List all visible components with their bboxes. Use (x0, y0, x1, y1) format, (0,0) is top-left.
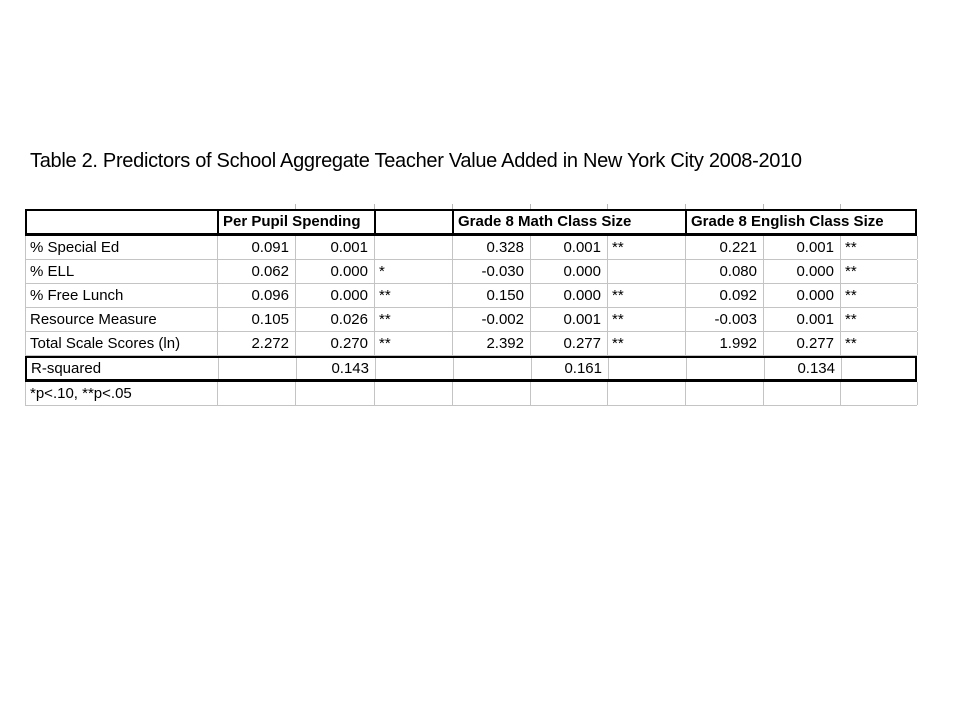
coef-cell: 2.392 (453, 332, 531, 355)
sig-cell: ** (608, 308, 686, 331)
coef-cell: 2.272 (218, 332, 296, 355)
footnote-row: *p<.10, **p<.05 (25, 382, 918, 406)
coef-cell: 0.096 (218, 284, 296, 307)
se-cell: 0.000 (296, 260, 375, 283)
se-cell: 0.001 (531, 308, 608, 331)
header-empty-cell (376, 211, 454, 233)
empty-cell (218, 382, 296, 405)
header-per-pupil-spending: Per Pupil Spending (219, 211, 376, 233)
footnote-text: *p<.10, **p<.05 (26, 382, 218, 405)
coef-cell: -0.002 (453, 308, 531, 331)
coef-cell: 1.992 (686, 332, 764, 355)
se-cell: 0.000 (531, 284, 608, 307)
coef-cell: 0.221 (686, 236, 764, 259)
coef-cell: 0.062 (218, 260, 296, 283)
se-cell: 0.026 (296, 308, 375, 331)
se-cell: 0.001 (531, 236, 608, 259)
empty-cell (375, 382, 453, 405)
sig-cell: ** (375, 284, 453, 307)
se-cell: 0.001 (764, 236, 841, 259)
coef-cell: 0.080 (686, 260, 764, 283)
gridline-stub (763, 204, 764, 209)
table-row: % Special Ed 0.091 0.001 0.328 0.001 ** … (25, 236, 918, 260)
table-row: % ELL 0.062 0.000 * -0.030 0.000 0.080 0… (25, 260, 918, 284)
sig-cell: ** (375, 308, 453, 331)
se-cell: 0.001 (764, 308, 841, 331)
coef-cell: 0.150 (453, 284, 531, 307)
r-squared-english: 0.134 (765, 358, 842, 379)
gridline-stub (295, 204, 296, 209)
gridline-stub (840, 204, 841, 209)
gridline-stub (530, 204, 531, 209)
sig-cell: ** (608, 284, 686, 307)
sig-cell (375, 236, 453, 259)
se-cell: 0.277 (531, 332, 608, 355)
table-row: % Free Lunch 0.096 0.000 ** 0.150 0.000 … (25, 284, 918, 308)
sig-cell: ** (841, 284, 918, 307)
row-label: R-squared (27, 358, 219, 379)
r-squared-math: 0.161 (532, 358, 609, 379)
coef-cell: -0.030 (453, 260, 531, 283)
table-title: Table 2. Predictors of School Aggregate … (30, 150, 802, 172)
empty-cell (764, 382, 841, 405)
empty-cell (842, 358, 919, 379)
coef-cell: 0.105 (218, 308, 296, 331)
coef-cell: 0.328 (453, 236, 531, 259)
row-label: % Special Ed (26, 236, 218, 259)
empty-cell (608, 382, 686, 405)
sig-cell: ** (841, 308, 918, 331)
empty-cell (531, 382, 608, 405)
empty-cell (687, 358, 765, 379)
gridline-stub (685, 204, 686, 209)
se-cell: 0.000 (296, 284, 375, 307)
header-grade8-math-class-size: Grade 8 Math Class Size (454, 211, 687, 233)
coef-cell: 0.091 (218, 236, 296, 259)
row-label: Resource Measure (26, 308, 218, 331)
coef-cell: 0.092 (686, 284, 764, 307)
header-grade8-english-class-size: Grade 8 English Class Size (691, 213, 884, 230)
se-cell: 0.000 (764, 284, 841, 307)
empty-cell (686, 382, 764, 405)
sig-cell: ** (841, 236, 918, 259)
sig-cell: * (375, 260, 453, 283)
sig-cell: ** (841, 332, 918, 355)
empty-cell (841, 382, 918, 405)
regression-table: Per Pupil Spending Grade 8 Math Class Si… (25, 204, 918, 406)
empty-cell (454, 358, 532, 379)
sig-cell: ** (608, 332, 686, 355)
se-cell: 0.000 (531, 260, 608, 283)
r-squared-per-pupil: 0.143 (297, 358, 376, 379)
se-cell: 0.270 (296, 332, 375, 355)
empty-cell (296, 382, 375, 405)
table-row: Resource Measure 0.105 0.026 ** -0.002 0… (25, 308, 918, 332)
empty-cell (609, 358, 687, 379)
header-row-label-cell (27, 211, 219, 233)
empty-cell (219, 358, 297, 379)
sig-cell: ** (841, 260, 918, 283)
r-squared-row: R-squared 0.143 0.161 0.134 (25, 356, 917, 382)
coef-cell: -0.003 (686, 308, 764, 331)
table-row: Total Scale Scores (ln) 2.272 0.270 ** 2… (25, 332, 918, 356)
sig-cell: ** (608, 236, 686, 259)
row-label: % ELL (26, 260, 218, 283)
row-label: Total Scale Scores (ln) (26, 332, 218, 355)
empty-cell (376, 358, 454, 379)
gridline-stub (452, 204, 453, 209)
se-cell: 0.277 (764, 332, 841, 355)
row-label: % Free Lunch (26, 284, 218, 307)
gridline-stub (607, 204, 608, 209)
sig-cell (608, 260, 686, 283)
gridline-stub (374, 204, 375, 209)
empty-cell (453, 382, 531, 405)
se-cell: 0.001 (296, 236, 375, 259)
sig-cell: ** (375, 332, 453, 355)
se-cell: 0.000 (764, 260, 841, 283)
table-header-row: Per Pupil Spending Grade 8 Math Class Si… (25, 209, 917, 236)
